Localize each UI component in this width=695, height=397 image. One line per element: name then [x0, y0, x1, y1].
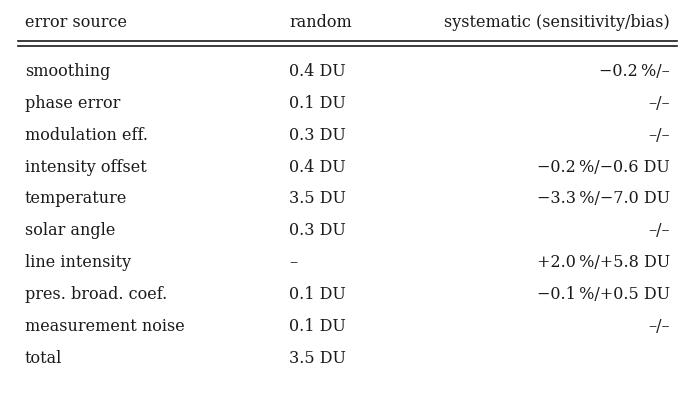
- Text: phase error: phase error: [25, 95, 120, 112]
- Text: −0.2 %/−0.6 DU: −0.2 %/−0.6 DU: [537, 158, 670, 175]
- Text: 3.5 DU: 3.5 DU: [289, 191, 346, 208]
- Text: modulation eff.: modulation eff.: [25, 127, 148, 144]
- Text: 3.5 DU: 3.5 DU: [289, 350, 346, 367]
- Text: random: random: [289, 14, 352, 31]
- Text: total: total: [25, 350, 62, 367]
- Text: solar angle: solar angle: [25, 222, 115, 239]
- Text: −0.1 %/+0.5 DU: −0.1 %/+0.5 DU: [537, 286, 670, 303]
- Text: −3.3 %/−7.0 DU: −3.3 %/−7.0 DU: [537, 191, 670, 208]
- Text: –/–: –/–: [648, 95, 670, 112]
- Text: 0.3 DU: 0.3 DU: [289, 127, 346, 144]
- Text: 0.1 DU: 0.1 DU: [289, 95, 346, 112]
- Text: intensity offset: intensity offset: [25, 158, 147, 175]
- Text: −0.2 %/–: −0.2 %/–: [600, 63, 670, 80]
- Text: +2.0 %/+5.8 DU: +2.0 %/+5.8 DU: [537, 254, 670, 271]
- Text: pres. broad. coef.: pres. broad. coef.: [25, 286, 167, 303]
- Text: –/–: –/–: [648, 222, 670, 239]
- Text: 0.3 DU: 0.3 DU: [289, 222, 346, 239]
- Text: 0.1 DU: 0.1 DU: [289, 286, 346, 303]
- Text: –: –: [289, 254, 297, 271]
- Text: 0.4 DU: 0.4 DU: [289, 63, 346, 80]
- Text: measurement noise: measurement noise: [25, 318, 184, 335]
- Text: smoothing: smoothing: [25, 63, 110, 80]
- Text: line intensity: line intensity: [25, 254, 131, 271]
- Text: systematic (sensitivity/bias): systematic (sensitivity/bias): [445, 14, 670, 31]
- Text: –/–: –/–: [648, 318, 670, 335]
- Text: –/–: –/–: [648, 127, 670, 144]
- Text: error source: error source: [25, 14, 126, 31]
- Text: 0.4 DU: 0.4 DU: [289, 158, 346, 175]
- Text: 0.1 DU: 0.1 DU: [289, 318, 346, 335]
- Text: temperature: temperature: [25, 191, 127, 208]
